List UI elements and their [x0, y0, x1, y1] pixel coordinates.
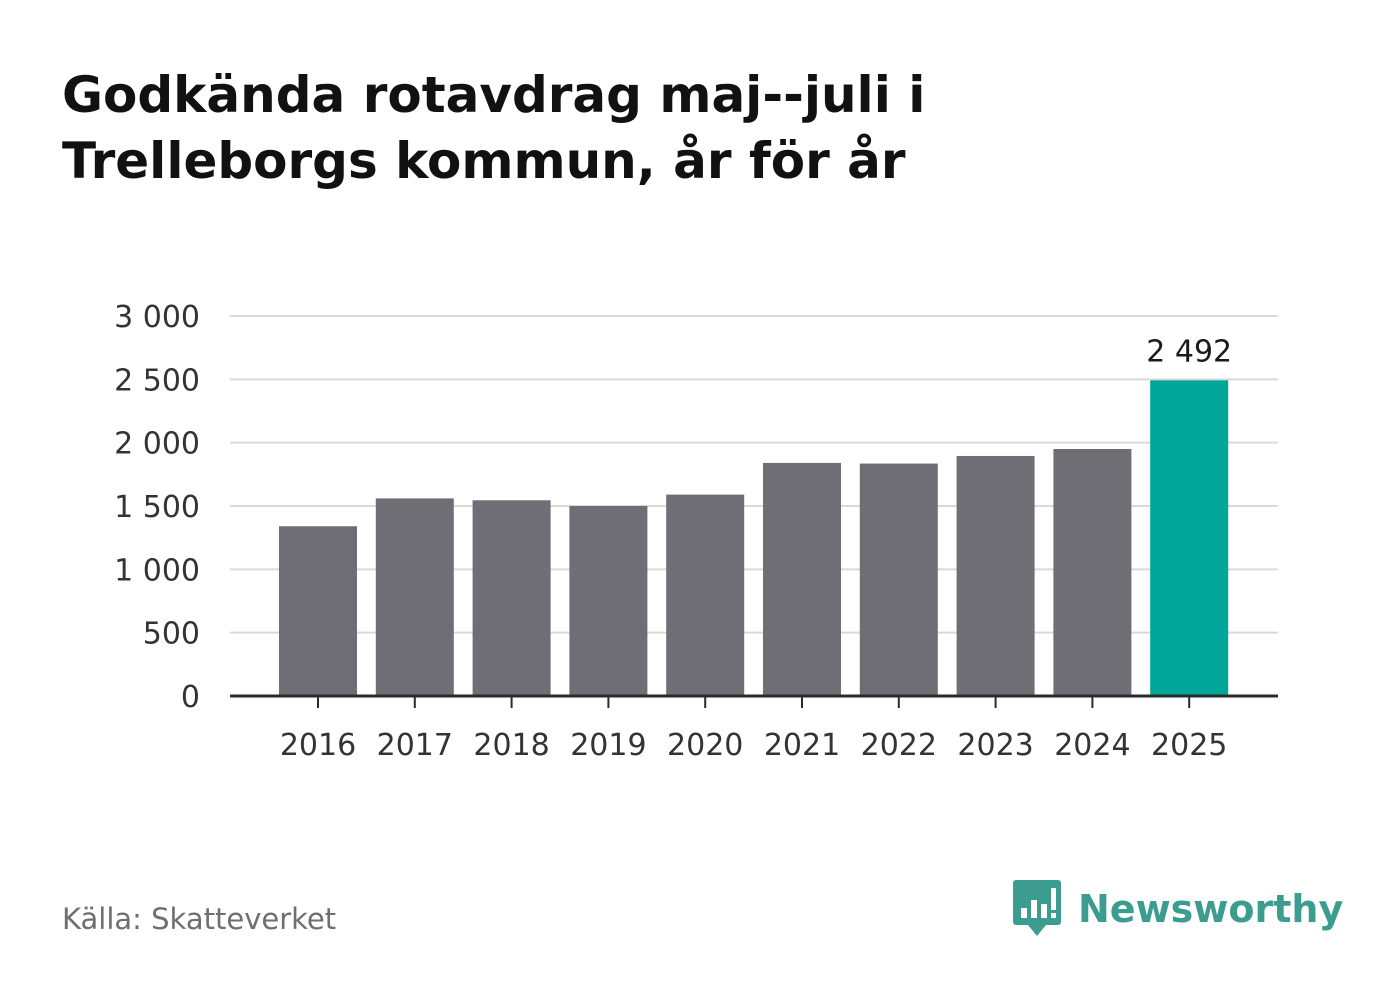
bar-2021	[763, 462, 841, 696]
newsworthy-logo-icon	[1013, 880, 1061, 936]
y-tick-label: 0	[181, 680, 200, 715]
x-tick-label: 2021	[764, 728, 840, 763]
data-labels: 2 492	[1146, 334, 1232, 369]
chart-title: Godkända rotavdrag maj--juli i Trellebor…	[62, 66, 926, 190]
y-tick-label: 2 000	[114, 427, 200, 462]
y-tick-label: 2 500	[114, 363, 200, 398]
bar-2016	[279, 526, 357, 696]
bar-2018	[472, 500, 551, 696]
y-tick-label: 3 000	[114, 300, 200, 335]
x-tick-label: 2017	[377, 728, 453, 763]
bar-2022	[859, 463, 938, 696]
newsworthy-brand: Newsworthy	[1012, 878, 1343, 940]
source-note: Källa: Skatteverket	[62, 902, 337, 936]
bar-2020	[666, 494, 745, 696]
y-tick-label: 500	[143, 617, 200, 652]
bar-2019	[569, 506, 648, 696]
y-tick-label: 1 000	[114, 553, 200, 588]
bar-2024	[1053, 449, 1132, 696]
x-tick-label: 2025	[1151, 728, 1227, 763]
bars	[279, 380, 1229, 696]
x-tick-label: 2022	[861, 728, 937, 763]
x-tick-label: 2016	[280, 728, 356, 763]
brand-name: Newsworthy	[1078, 887, 1344, 931]
x-tick-label: 2020	[667, 728, 743, 763]
y-axis-tick-labels: 0 500 1 000 1 500 2 000 2 500 3 000	[114, 300, 200, 715]
y-tick-label: 1 500	[114, 490, 200, 525]
data-label: 2 492	[1146, 334, 1232, 369]
x-tick-label: 2019	[570, 728, 646, 763]
x-axis	[230, 694, 1278, 708]
x-axis-tick-labels: 2016 2017 2018 2019 2020 2021 2022 2023 2024 2025	[280, 728, 1228, 763]
x-tick-label: 2023	[957, 728, 1033, 763]
x-tick-label: 2024	[1054, 728, 1130, 763]
x-tick-label: 2018	[473, 728, 549, 763]
bar-2023	[956, 455, 1035, 696]
bar-2017	[375, 498, 454, 696]
bar-2025	[1150, 380, 1229, 696]
